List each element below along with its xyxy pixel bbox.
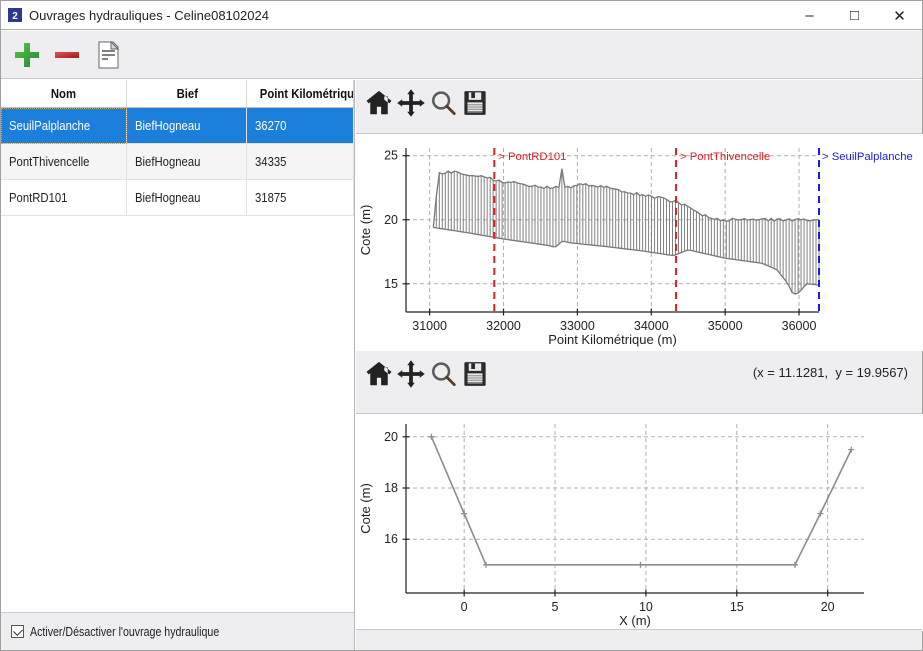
svg-text:18: 18 <box>384 481 398 495</box>
svg-text:X (m): X (m) <box>619 613 651 628</box>
svg-text:25: 25 <box>384 149 398 163</box>
svg-text:20: 20 <box>384 213 398 227</box>
svg-text:2: 2 <box>12 11 18 22</box>
svg-text:> PontRD101: > PontRD101 <box>498 151 566 163</box>
svg-text:Point Kilométrique (m): Point Kilométrique (m) <box>548 332 677 347</box>
svg-text:33000: 33000 <box>560 319 595 333</box>
svg-text:16: 16 <box>384 532 398 546</box>
svg-text:15: 15 <box>730 600 744 614</box>
svg-text:> SeuilPalplanche: > SeuilPalplanche <box>822 151 913 163</box>
svg-text:32000: 32000 <box>486 319 521 333</box>
svg-text:36000: 36000 <box>782 319 817 333</box>
svg-text:31000: 31000 <box>412 319 447 333</box>
svg-text:20: 20 <box>384 430 398 444</box>
svg-text:5: 5 <box>552 600 559 614</box>
svg-text:34000: 34000 <box>634 319 669 333</box>
svg-text:Cote (m): Cote (m) <box>358 205 373 256</box>
svg-text:35000: 35000 <box>708 319 743 333</box>
svg-text:15: 15 <box>384 277 398 291</box>
svg-text:> PontThivencelle: > PontThivencelle <box>680 151 770 163</box>
svg-text:Cote (m): Cote (m) <box>358 483 373 534</box>
svg-text:10: 10 <box>639 600 653 614</box>
svg-text:0: 0 <box>461 600 468 614</box>
svg-text:20: 20 <box>821 600 835 614</box>
